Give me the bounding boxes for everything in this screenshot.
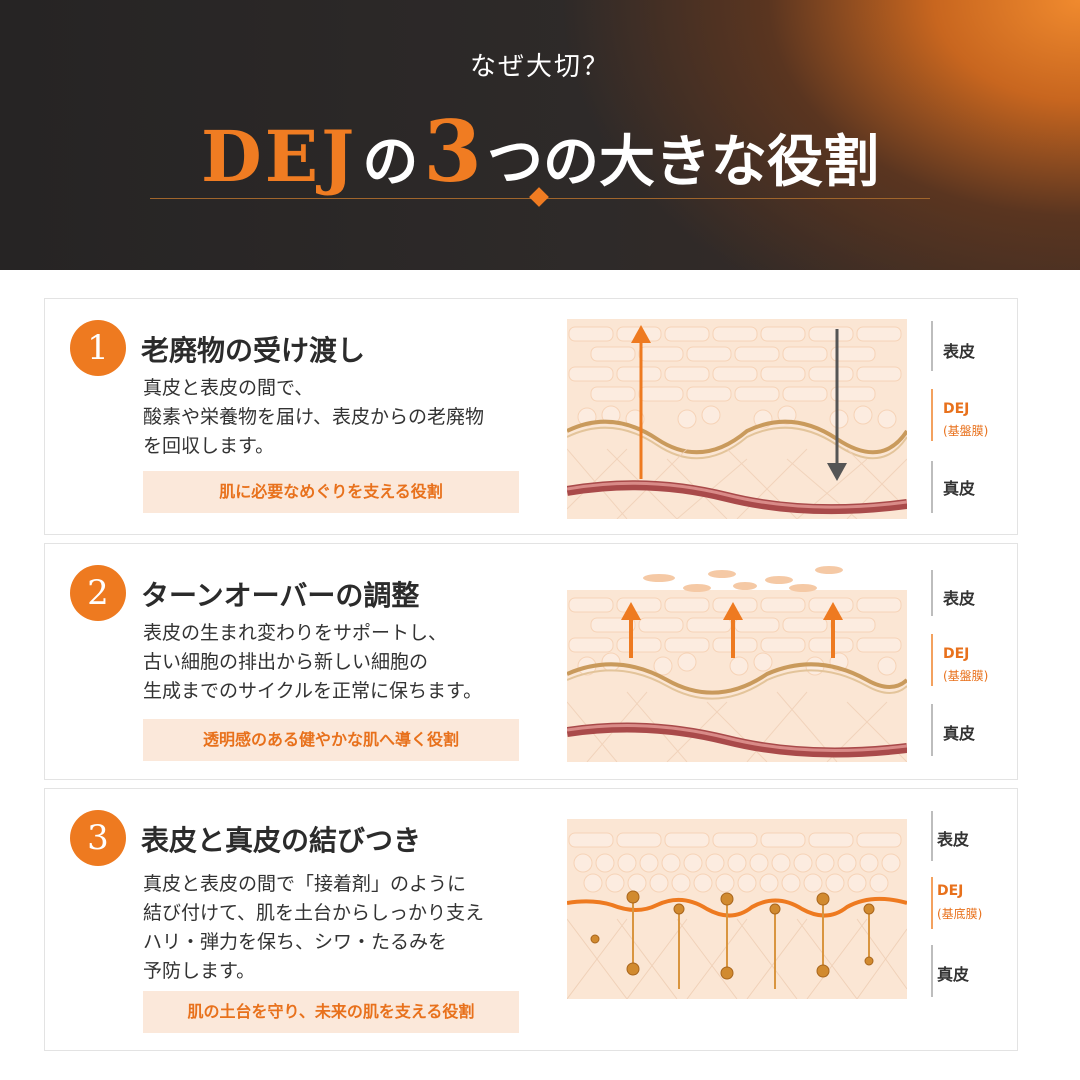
description-line: 古い細胞の排出から新しい細胞の [143,651,429,673]
label-dej: DEJ [937,883,964,899]
bracket-dermis [925,704,933,756]
card-tagline: 肌の土台を守り、未来の肌を支える役割 [143,991,519,1033]
bracket-dermis [925,945,933,997]
card-description: 表皮の生まれ変わりをサポートし、 古い細胞の排出から新しい細胞の 生成までのサイ… [143,619,482,706]
label-epidermis: 表皮 [943,589,976,608]
header-kicker: なぜ大切？ [469,52,610,82]
card-title: ターンオーバーの調整 [141,579,420,612]
bracket-epidermis [925,811,933,861]
card-description: 真皮と表皮の間で「接着剤」のように 結び付けて、肌を土台からしっかり支え ハリ・… [143,870,484,986]
bracket-epidermis [925,570,933,616]
label-dej: DEJ [943,401,970,417]
role-card-2: 2 ターンオーバーの調整 表皮の生まれ変わりをサポートし、 古い細胞の排出から新… [44,543,1018,780]
bracket-dej [925,877,933,929]
label-epidermis: 表皮 [937,830,970,849]
description-line: 酸素や栄養物を届け、表皮からの老廃物 [143,406,485,428]
description-line: 真皮と表皮の間で、 [143,377,314,399]
label-dermis: 真皮 [943,724,976,743]
role-card-3: 3 表皮と真皮の結びつき 真皮と表皮の間で「接着剤」のように 結び付けて、肌を土… [44,788,1018,1051]
label-dej-sub: (基底膜) [937,907,983,921]
title-rest: つの大きな役割 [486,130,879,195]
description-line: 予防します。 [143,960,256,982]
connection-illustration [567,819,907,999]
header-banner: なぜ大切？ DEJ の 3 つの大きな役割 [0,0,1080,270]
layer-labels: 表皮 DEJ (基盤膜) 真皮 [925,321,1015,521]
title-dej: DEJ [201,115,358,198]
card-title: 老廃物の受け渡し [141,334,366,367]
bracket-epidermis [925,321,933,371]
description-line: ハリ・弾力を保ち、シワ・たるみを [143,931,448,953]
page-title: DEJ の 3 つの大きな役割 [0,102,1080,201]
label-dej-sub: (基盤膜) [943,669,989,683]
card-tagline: 肌に必要なめぐりを支える役割 [143,471,519,513]
description-line: 生成までのサイクルを正常に保ちます。 [143,680,483,702]
description-line: 表皮の生まれ変わりをサポートし、 [143,622,448,644]
card-tagline: 透明感のある健やかな肌へ導く役割 [143,719,519,761]
label-dej: DEJ [943,646,970,662]
bracket-dej [925,634,933,686]
label-dermis: 真皮 [937,965,970,984]
layer-labels: 表皮 DEJ (基盤膜) 真皮 [925,566,1015,766]
label-dermis: 真皮 [943,479,976,498]
description-line: 結び付けて、肌を土台からしっかり支え [143,902,485,924]
description-line: を回収します。 [143,435,275,457]
title-number: 3 [423,102,482,201]
label-dej-sub: (基盤膜) [943,424,989,438]
description-line: 真皮と表皮の間で「接着剤」のように [143,873,467,895]
role-card-1: 1 老廃物の受け渡し 真皮と表皮の間で、 酸素や栄養物を届け、表皮からの老廃物 … [44,298,1018,535]
number-badge: 3 [70,810,126,866]
card-description: 真皮と表皮の間で、 酸素や栄養物を届け、表皮からの老廃物 を回収します。 [143,374,484,461]
bracket-dej [925,389,933,441]
skin-layer-illustration [567,319,907,519]
label-epidermis: 表皮 [943,342,976,361]
number-badge: 1 [70,320,126,376]
layer-labels: 表皮 DEJ (基底膜) 真皮 [925,809,1015,1019]
bracket-dermis [925,461,933,513]
turnover-illustration [567,566,907,762]
card-title: 表皮と真皮の結びつき [141,824,422,857]
number-badge: 2 [70,565,126,621]
title-no: の [362,130,419,195]
